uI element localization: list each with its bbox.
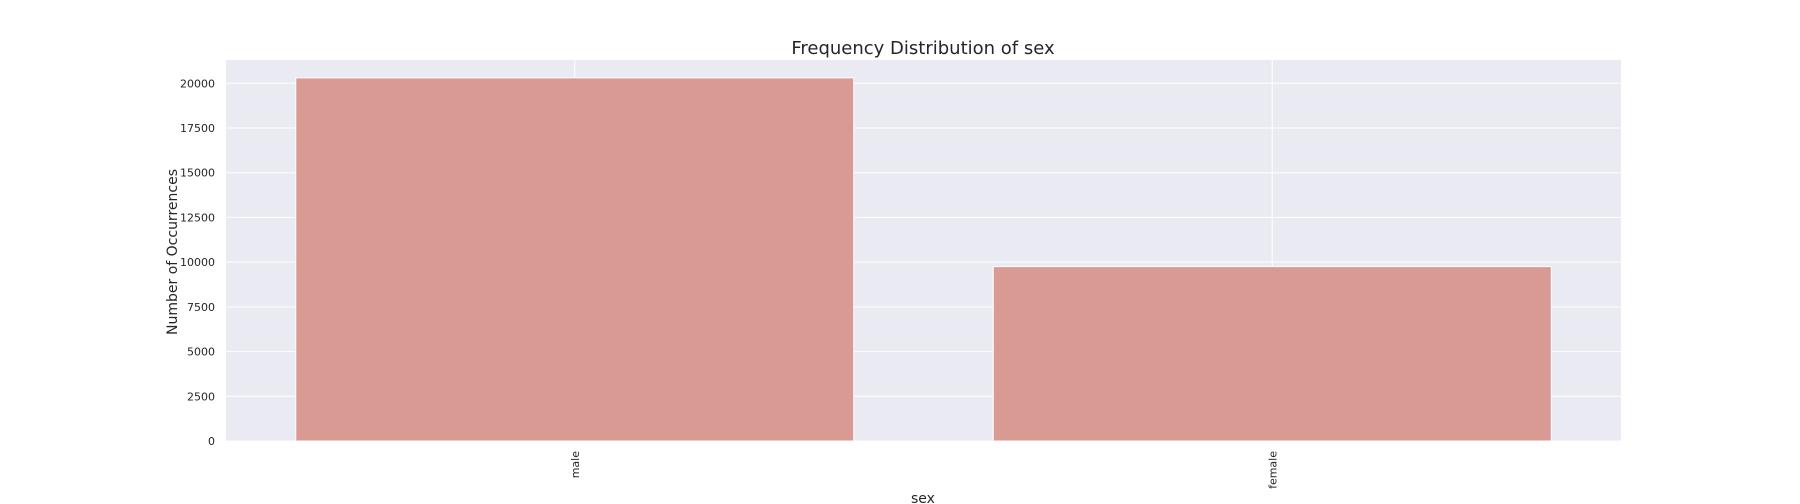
x-tick-labels: male female bbox=[569, 451, 1280, 489]
y-tick-label: 17500 bbox=[180, 122, 215, 135]
y-tick-label: 0 bbox=[208, 435, 215, 448]
x-tick-label-male: male bbox=[569, 451, 582, 479]
y-tick-label: 20000 bbox=[180, 77, 215, 90]
y-axis-label: Number of Occurrences bbox=[165, 169, 181, 335]
y-tick-label: 15000 bbox=[180, 167, 215, 180]
y-tick-label: 7500 bbox=[187, 301, 215, 314]
bars bbox=[295, 77, 1552, 442]
x-tick-label-female: female bbox=[1266, 451, 1279, 489]
x-axis-label: sex bbox=[911, 491, 935, 504]
y-tick-label: 12500 bbox=[180, 211, 215, 224]
y-tick-label: 10000 bbox=[180, 256, 215, 269]
bar-male bbox=[295, 77, 855, 442]
chart-title: Frequency Distribution of sex bbox=[791, 38, 1055, 59]
y-tick-label: 5000 bbox=[187, 346, 215, 359]
y-tick-label: 2500 bbox=[187, 390, 215, 403]
y-tick-labels: 0 2500 5000 7500 10000 12500 15000 17500 20000 bbox=[180, 77, 215, 448]
bar-female bbox=[992, 266, 1552, 442]
